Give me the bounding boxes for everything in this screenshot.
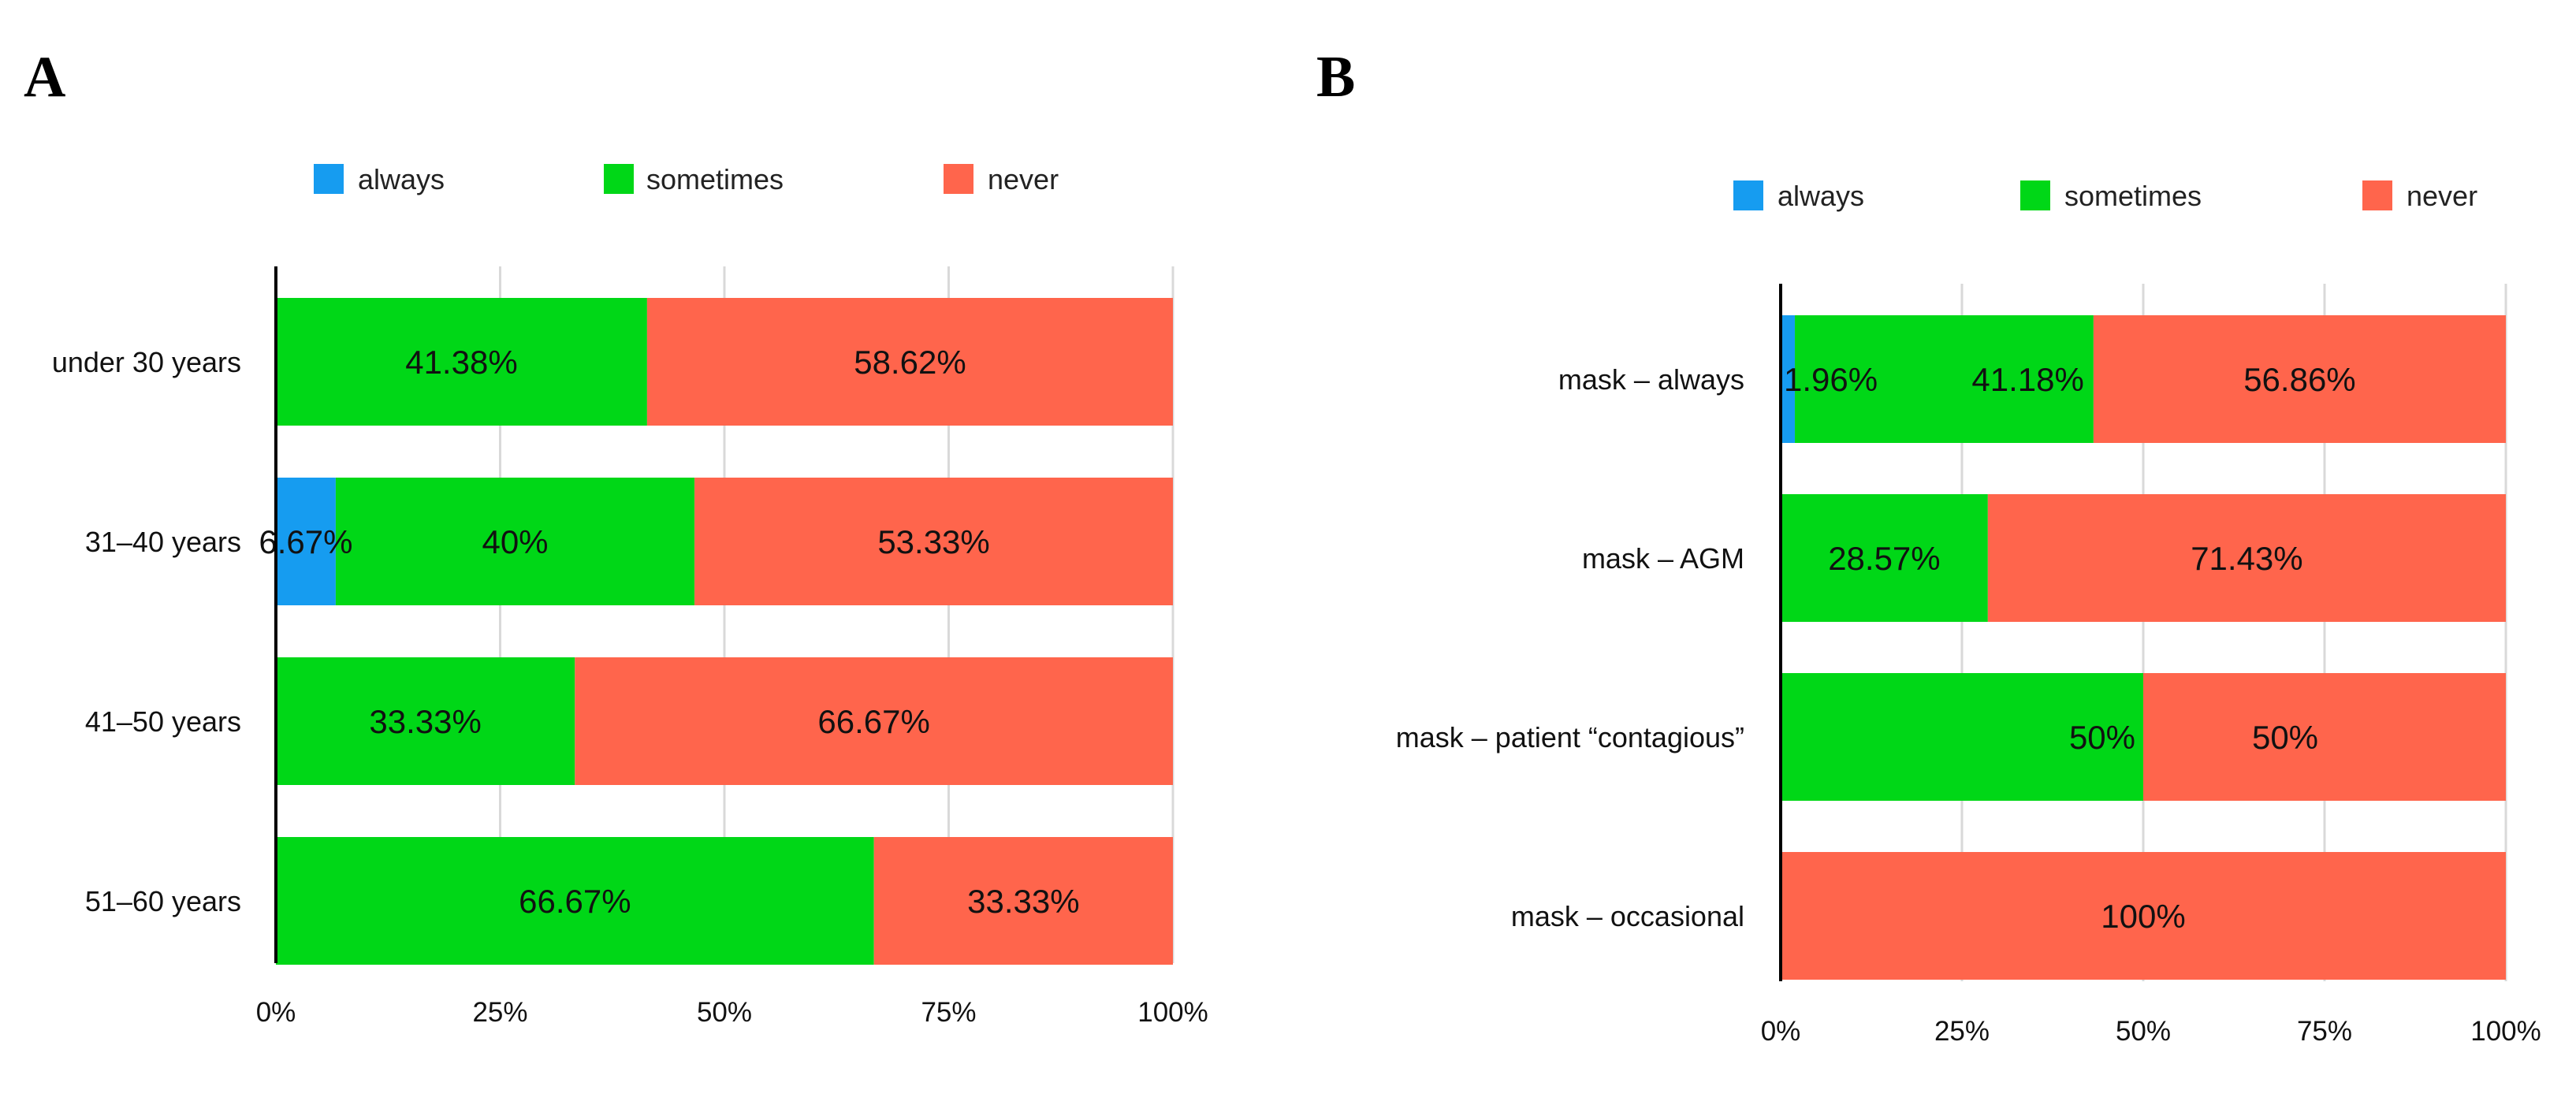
- panel-a: A always sometimes never 41.38% 58.62% 6.67%…: [24, 45, 1208, 1028]
- bar-segment-sometimes: [335, 478, 695, 605]
- legend-swatch-always: [314, 164, 344, 194]
- data-label-sometimes: 40%: [482, 523, 548, 560]
- bar-segment-never: [873, 837, 1173, 965]
- panel-b: B always sometimes never 1.96% 41.18% 56.86%…: [1316, 45, 2541, 1047]
- axis-a: 0% 25% 50% 75% 100% under 30 years 31–40 years…: [52, 266, 1208, 1028]
- legend-swatch-sometimes: [604, 164, 634, 194]
- bar-segment-sometimes: [1781, 673, 2143, 801]
- x-tick-label: 0%: [1761, 1016, 1801, 1047]
- data-label-never: 66.67%: [817, 703, 929, 740]
- data-label-always: 1.96%: [1784, 361, 1878, 398]
- panel-letter-a: A: [24, 45, 65, 110]
- x-tick-label: 25%: [472, 997, 527, 1028]
- category-label: mask – AGM: [1582, 542, 1744, 575]
- bars-b: [1781, 315, 2506, 980]
- data-label-never: 71.43%: [2191, 540, 2302, 577]
- category-label: under 30 years: [52, 346, 241, 378]
- legend-swatch-sometimes: [2020, 180, 2050, 210]
- labels-b: 1.96% 41.18% 56.86% 28.57% 71.43% 50% 50% 100%: [1784, 361, 2356, 935]
- bar-segment-always: [1781, 315, 1796, 443]
- bars-a: [276, 298, 1173, 965]
- category-label: mask – patient “contagious”: [1396, 721, 1744, 753]
- data-label-never: 58.62%: [854, 344, 966, 381]
- bar-segment-sometimes: [1795, 315, 2094, 443]
- legend-swatch-never: [944, 164, 973, 194]
- legend-label-sometimes: sometimes: [646, 163, 784, 195]
- bar-segment-sometimes: [276, 298, 647, 426]
- panel-letter-b: B: [1316, 45, 1355, 110]
- bar-segment-sometimes: [276, 837, 874, 965]
- bar-segment-sometimes: [1781, 494, 1988, 622]
- data-label-always: 6.67%: [259, 523, 352, 560]
- data-label-sometimes: 41.18%: [1971, 361, 2083, 398]
- legend-b: always sometimes never: [1733, 180, 2477, 212]
- labels-a: 41.38% 58.62% 6.67% 40% 53.33% 33.33% 66.67% 66…: [259, 344, 1079, 920]
- bar-segment-never: [1781, 852, 2506, 980]
- category-label: 41–50 years: [85, 705, 241, 738]
- data-label-never: 33.33%: [967, 883, 1079, 920]
- x-tick-label: 100%: [2470, 1016, 2541, 1047]
- x-tick-label: 50%: [2116, 1016, 2171, 1047]
- data-label-sometimes: 41.38%: [405, 344, 517, 381]
- legend-label-always: always: [1778, 180, 1864, 212]
- x-tick-label: 0%: [256, 997, 296, 1028]
- x-tick-label: 25%: [1934, 1016, 1990, 1047]
- data-label-sometimes: 66.67%: [519, 883, 631, 920]
- legend-label-never: never: [2407, 180, 2477, 212]
- bar-segment-never: [694, 478, 1173, 605]
- x-tick-label: 75%: [921, 997, 976, 1028]
- data-label-sometimes: 33.33%: [369, 703, 481, 740]
- x-tick-label: 100%: [1137, 997, 1208, 1028]
- bar-segment-never: [1987, 494, 2506, 622]
- bar-segment-never: [575, 657, 1173, 785]
- bar-segment-sometimes: [276, 657, 575, 785]
- legend-swatch-never: [2362, 180, 2392, 210]
- data-label-sometimes: 50%: [2069, 719, 2135, 756]
- legend-label-sometimes: sometimes: [2064, 180, 2202, 212]
- legend-label-never: never: [988, 163, 1059, 195]
- category-label: 51–60 years: [85, 885, 241, 917]
- bar-segment-never: [2093, 315, 2506, 443]
- legend-label-always: always: [358, 163, 445, 195]
- x-tick-label: 50%: [697, 997, 752, 1028]
- category-label: 31–40 years: [85, 526, 241, 558]
- x-tick-label: 75%: [2297, 1016, 2352, 1047]
- data-label-never: 56.86%: [2243, 361, 2355, 398]
- data-label-sometimes: 28.57%: [1828, 540, 1940, 577]
- category-label: mask – always: [1558, 363, 1744, 396]
- legend-a: always sometimes never: [314, 163, 1059, 195]
- category-label: mask – occasional: [1511, 900, 1744, 932]
- legend-swatch-always: [1733, 180, 1763, 210]
- data-label-never: 50%: [2252, 719, 2318, 756]
- bar-segment-always: [276, 478, 336, 605]
- data-label-never: 100%: [2101, 898, 2185, 935]
- bar-segment-never: [646, 298, 1173, 426]
- data-label-never: 53.33%: [877, 523, 989, 560]
- bar-segment-never: [2143, 673, 2506, 801]
- axis-b: 0% 25% 50% 75% 100% mask – always mask – AGM ma…: [1396, 284, 2541, 1047]
